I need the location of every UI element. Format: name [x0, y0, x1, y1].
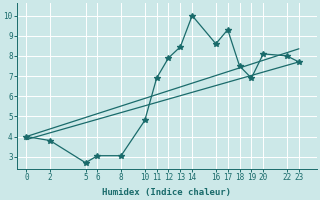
X-axis label: Humidex (Indice chaleur): Humidex (Indice chaleur)	[102, 188, 231, 197]
